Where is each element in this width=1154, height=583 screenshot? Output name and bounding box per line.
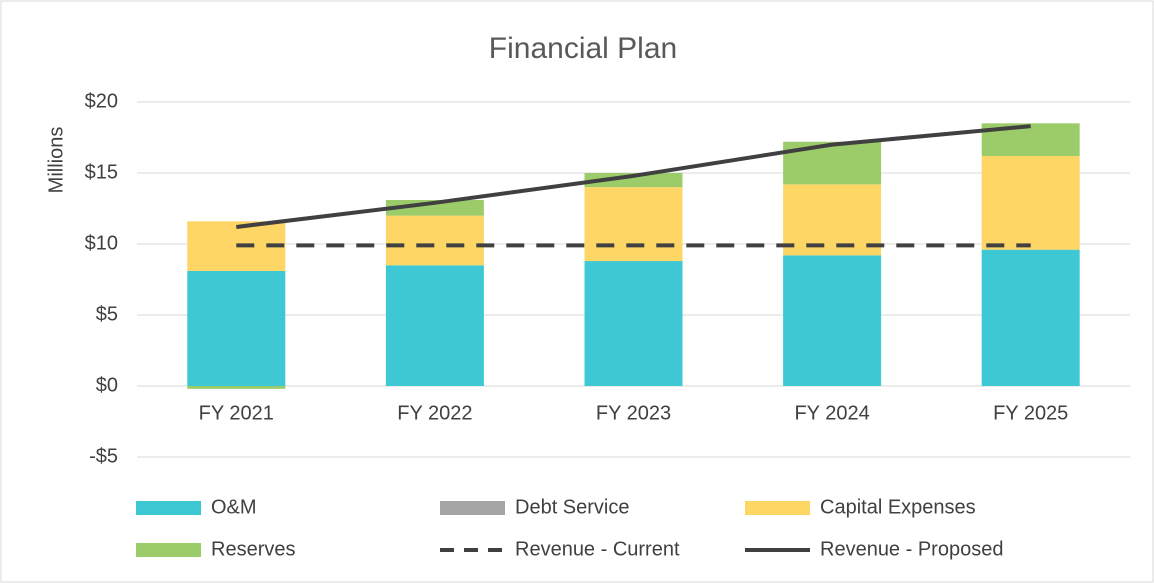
legend-label: Reserves xyxy=(211,538,295,560)
bar-segment xyxy=(981,155,1080,250)
x-tick-label: FY 2021 xyxy=(199,402,274,424)
legend-label: Debt Service xyxy=(515,496,630,518)
bar-segment xyxy=(783,184,882,256)
bar-segment xyxy=(385,265,484,386)
x-tick-label: FY 2022 xyxy=(397,402,472,424)
legend-label: Capital Expenses xyxy=(820,496,976,518)
legend-label: Revenue - Proposed xyxy=(820,538,1003,560)
bar-segment xyxy=(584,187,683,262)
y-tick-label: $0 xyxy=(96,374,118,396)
x-tick-label: FY 2025 xyxy=(993,402,1068,424)
y-tick-label: -$5 xyxy=(89,445,118,467)
legend-label: Revenue - Current xyxy=(515,538,680,560)
bar-segment xyxy=(584,261,683,386)
legend-swatch xyxy=(745,501,810,515)
legend-swatch xyxy=(440,501,505,515)
bar-segment xyxy=(187,386,286,389)
y-axis-label: Millions xyxy=(45,127,67,194)
x-tick-label: FY 2024 xyxy=(794,402,869,424)
bar-segment xyxy=(385,215,484,266)
y-tick-label: $5 xyxy=(96,303,118,325)
legend-swatch xyxy=(136,501,201,515)
bar-segment xyxy=(981,249,1080,386)
y-tick-label: $20 xyxy=(85,90,118,112)
chart-title: Financial Plan xyxy=(489,32,677,65)
y-tick-label: $15 xyxy=(85,161,118,183)
y-tick-label: $10 xyxy=(85,232,118,254)
bar-segment xyxy=(187,270,286,386)
line-series xyxy=(236,124,1031,229)
bar-segment xyxy=(783,255,882,386)
bar-segment xyxy=(584,173,683,188)
legend-swatch xyxy=(136,543,201,557)
x-tick-label: FY 2023 xyxy=(596,402,671,424)
legend-label: O&M xyxy=(211,496,257,518)
